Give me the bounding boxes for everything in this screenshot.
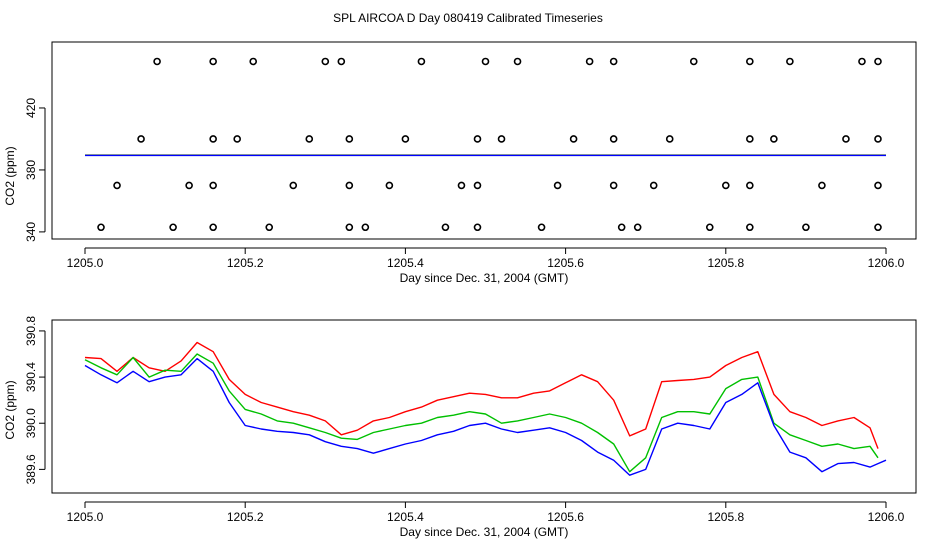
x-tick-label: 1205.0: [67, 510, 104, 524]
calibration-point: [746, 181, 754, 190]
calibration-point: [689, 57, 698, 66]
calibration-point: [649, 181, 658, 190]
calibration-point: [874, 135, 882, 143]
calibration-point: [770, 135, 778, 143]
x-tick-label: 1205.8: [707, 256, 744, 270]
series-line-blue: [84, 357, 887, 476]
x-axis: 1205.0 1205.2 1205.4 1205.6 1205.8 1206.0 Day …: [67, 247, 905, 285]
calibration-point: [746, 135, 754, 143]
calibration-point: [705, 223, 714, 232]
calibration-point: [345, 223, 354, 232]
calibration-point: [97, 223, 105, 232]
calibration-point: [609, 57, 618, 66]
y-tick-label: 340: [24, 222, 38, 242]
calibration-point: [609, 181, 618, 190]
calibration-point: [473, 135, 482, 143]
calibration-point: [305, 135, 314, 143]
calibration-point: [137, 135, 145, 143]
y-tick-label: 420: [24, 98, 38, 118]
calibration-point: [553, 181, 562, 190]
figure-title: SPL AIRCOA D Day 080419 Calibrated Times…: [333, 11, 603, 25]
x-tick-label: 1205.2: [227, 510, 264, 524]
calibration-point: [858, 57, 866, 66]
x-tick-label: 1205.2: [227, 256, 264, 270]
series-group: [85, 57, 886, 232]
calibration-point: [481, 57, 490, 66]
calibration-point: [153, 57, 161, 66]
calibration-point: [209, 181, 217, 190]
calibration-point: [233, 135, 241, 143]
calibration-point: [585, 57, 594, 66]
calibration-point: [842, 135, 850, 143]
calibration-point: [721, 181, 730, 190]
x-axis: 1205.0 1205.2 1205.4 1205.6 1205.8 1206.0 Day …: [67, 501, 905, 539]
calibration-point: [786, 57, 794, 66]
co2-timeseries-panel: 1205.0 1205.2 1205.4 1205.6 1205.8 1206.0 Day …: [3, 316, 917, 539]
calibration-panel: 1205.0 1205.2 1205.4 1205.6 1205.8 1206.0 Day …: [3, 41, 917, 285]
calibration-point: [569, 135, 578, 143]
x-axis-title: Day since Dec. 31, 2004 (GMT): [400, 271, 569, 285]
calibration-point: [345, 135, 354, 143]
y-axis: 340 380 420 CO2 (ppm): [3, 98, 46, 242]
calibration-point: [289, 181, 298, 190]
calibration-point: [169, 223, 177, 232]
calibration-point: [874, 181, 882, 190]
y-tick-label: 390.0: [24, 408, 38, 438]
calibration-point: [746, 57, 754, 66]
calibration-point: [473, 223, 482, 232]
x-tick-label: 1205.4: [387, 510, 424, 524]
calibration-point: [401, 135, 410, 143]
calibration-point: [345, 181, 354, 190]
x-tick-label: 1206.0: [868, 256, 905, 270]
y-tick-label: 390.8: [24, 316, 38, 346]
x-axis-title: Day since Dec. 31, 2004 (GMT): [400, 525, 569, 539]
calibration-point: [746, 223, 754, 232]
series-line-green: [84, 353, 879, 473]
calibration-point: [818, 181, 826, 190]
x-tick-label: 1205.6: [547, 510, 584, 524]
calibration-point: [113, 181, 121, 190]
series-group: [84, 341, 887, 476]
calibration-point: [441, 223, 450, 232]
calibration-point: [497, 135, 506, 143]
calibration-point: [385, 181, 394, 190]
calibration-point: [209, 57, 217, 66]
calibration-point: [874, 57, 882, 66]
calibration-point: [417, 57, 426, 66]
y-axis-title: CO2 (ppm): [3, 146, 17, 205]
y-tick-label: 380: [24, 160, 38, 180]
series-line-red: [84, 341, 879, 449]
calibration-point: [209, 135, 217, 143]
calibration-point: [513, 57, 522, 66]
x-tick-label: 1205.4: [387, 256, 424, 270]
x-tick-label: 1205.8: [707, 510, 744, 524]
y-tick-label: 389.6: [24, 454, 38, 484]
x-tick-label: 1205.6: [547, 256, 584, 270]
y-axis-title: CO2 (ppm): [3, 380, 17, 439]
plot-frame: [51, 41, 917, 240]
calibration-point: [337, 57, 346, 66]
calibration-point: [209, 223, 217, 232]
x-tick-label: 1206.0: [868, 510, 905, 524]
calibration-point: [874, 223, 882, 232]
y-tick-label: 390.4: [24, 362, 38, 392]
calibration-point: [321, 57, 330, 66]
plot-frame: [51, 319, 917, 494]
calibration-point: [617, 223, 626, 232]
calibration-point: [537, 223, 546, 232]
calibration-point: [249, 57, 258, 66]
calibration-point: [185, 181, 193, 190]
calibration-point: [473, 181, 482, 190]
x-tick-label: 1205.0: [67, 256, 104, 270]
calibration-point: [609, 135, 618, 143]
calibration-point: [265, 223, 274, 232]
calibration-point: [361, 223, 370, 232]
calibration-point: [457, 181, 466, 190]
calibration-point: [665, 135, 674, 143]
calibration-point: [633, 223, 642, 232]
calibration-point: [802, 223, 810, 232]
y-axis: 389.6 390.0 390.4 390.8 CO2 (ppm): [3, 316, 46, 484]
